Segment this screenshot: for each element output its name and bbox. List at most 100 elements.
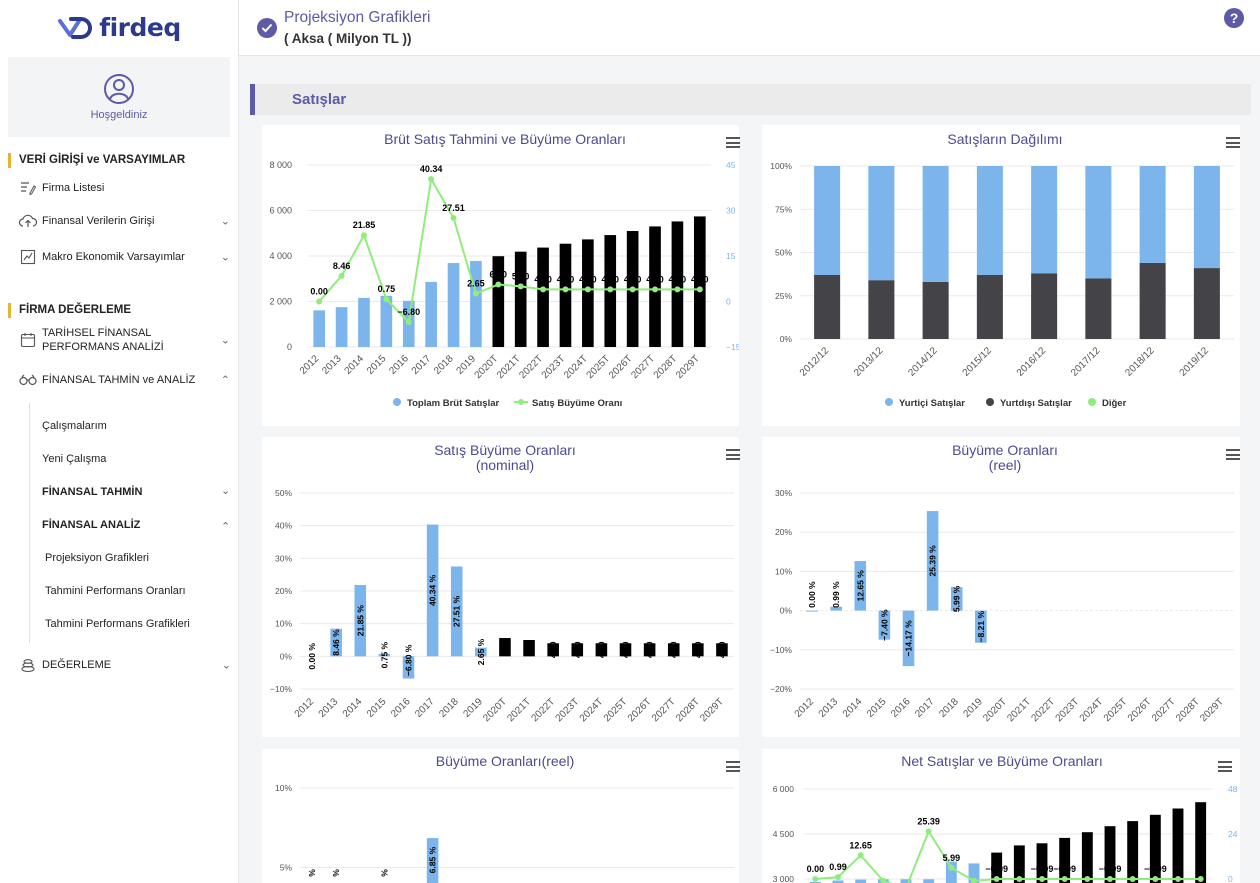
data-label: 0.00 [310, 287, 328, 297]
bar [1127, 821, 1139, 883]
brand-logo[interactable]: firdeq [0, 0, 238, 55]
bar [926, 511, 939, 611]
y2-tick-label: 0 [1228, 874, 1233, 883]
bar [571, 643, 584, 657]
bar [313, 310, 326, 347]
bar [619, 643, 632, 657]
data-label: −0.09 [1053, 864, 1076, 874]
bar [923, 879, 935, 883]
help-icon[interactable]: ? [1224, 8, 1244, 28]
chart-title: Büyüme Oranları(reel) [436, 753, 575, 769]
list-edit-icon [18, 181, 38, 195]
y2-tick-label: 30 [726, 206, 736, 216]
welcome-label: Hoşgeldiniz [90, 109, 148, 121]
x-tick-label: 2013 [317, 696, 341, 720]
y-tick-label: 6 000 [773, 784, 795, 794]
x-tick-label: 2021T [1005, 696, 1033, 724]
data-label: 21.85 % [355, 605, 365, 637]
data-label: −6.80 [397, 307, 420, 317]
data-label: 4.00 [624, 274, 642, 284]
chart-panel-satis-buyume-nominal: Satış Büyüme Oranları (nominal) −10% 0% 10% 2… [262, 437, 740, 737]
bar [968, 863, 980, 883]
y-tick-label: 40% [275, 521, 292, 531]
sidebar-item-label: FİNANSAL TAHMİN ve ANALİZ [42, 374, 196, 386]
data-label: 4.00 [596, 641, 606, 658]
bar [830, 606, 842, 611]
data-label: −0.09 [1144, 864, 1167, 874]
chart-menu-icon[interactable] [1226, 137, 1240, 148]
bar [950, 587, 963, 611]
data-label: 12.65 [849, 840, 872, 850]
line-point [584, 286, 591, 293]
x-tick-label: 2017 [410, 353, 434, 377]
x-tick-label: 2015 [865, 696, 889, 720]
submenu-finansal-tahmin[interactable]: FİNANSAL TAHMİN [42, 486, 143, 498]
data-label: 0.00 % [307, 643, 317, 670]
chart-title: Satış Büyüme Oranları [434, 442, 576, 458]
sidebar-item-finansal-tahmin-analiz[interactable]: FİNANSAL TAHMİN ve ANALİZ ⌃ [0, 360, 238, 400]
submenu-tahmini-performans-grafikleri[interactable]: Tahmini Performans Grafikleri [45, 618, 190, 630]
x-tick-label: 2014 [841, 696, 865, 720]
submenu-projeksiyon-grafikleri[interactable]: Projeksiyon Grafikleri [45, 552, 149, 564]
x-tick-label: 2016 [387, 353, 411, 377]
chart-menu-icon[interactable] [726, 761, 740, 772]
x-tick-label: 2022T [529, 696, 557, 724]
data-label: 4.00 [621, 641, 631, 658]
data-label: 5.61 [500, 639, 510, 656]
legend-marker [518, 399, 524, 405]
x-tick-label: 2012 [293, 696, 317, 720]
x-tick-label: 2027T [650, 696, 678, 724]
x-tick-label: 2014/12 [906, 345, 940, 379]
x-tick-label: 2017 [913, 696, 937, 720]
chart-menu-icon[interactable] [1218, 761, 1232, 772]
y-tick-label: 0 [287, 342, 292, 352]
chart-menu-icon[interactable] [1226, 449, 1240, 460]
line-point [450, 215, 457, 222]
submenu-calismalarim[interactable]: Çalışmalarım [42, 420, 107, 432]
chart-menu-icon[interactable] [726, 137, 740, 148]
line-point [338, 272, 345, 279]
x-tick-label: 2014 [343, 353, 367, 377]
welcome-panel[interactable]: Hoşgeldiniz [8, 57, 230, 137]
sidebar-item-label: Finansal Verilerin Girişi [42, 215, 155, 227]
x-tick-label: 2013/12 [852, 345, 886, 379]
sidebar-item-degerleme[interactable]: DEĞERLEME ⌄ [0, 650, 239, 680]
bar [330, 628, 342, 657]
bar [426, 838, 439, 883]
submenu-finansal-analiz[interactable]: FİNANSAL ANALİZ [42, 519, 141, 531]
data-label: 8.46 [333, 261, 351, 271]
binoculars-icon [18, 374, 38, 386]
x-tick-label: 2016 [389, 696, 413, 720]
x-tick-label: 2025T [1102, 696, 1130, 724]
sidebar-item-firma-listesi[interactable]: Firma Listesi [0, 173, 238, 203]
bar [1172, 808, 1184, 883]
y-tick-label: −10% [270, 684, 292, 694]
line-point [857, 852, 864, 859]
bar [499, 638, 511, 657]
y-tick-label: 0% [780, 606, 793, 616]
y-tick-label: 50% [275, 488, 292, 498]
x-tick-label: 2017/12 [1069, 345, 1103, 379]
data-label: 4.00 [693, 641, 703, 658]
page-subtitle: ( Aksa ( Milyon TL )) [284, 31, 412, 46]
bar [855, 879, 867, 883]
data-label: 21.85 [353, 220, 376, 230]
sidebar-item-finansal-verilerin-girisi[interactable]: Finansal Verilerin Girişi ⌄ [0, 203, 238, 239]
y-tick-label: 4 500 [773, 829, 795, 839]
line-point [629, 286, 636, 293]
sidebar-item-tarihsel-finansal[interactable]: TARİHSEL FİNANSAL PERFORMANS ANALİZİ ⌄ [0, 320, 238, 360]
submenu-tahmini-performans-oranlari[interactable]: Tahmini Performans Oranları [45, 585, 186, 597]
submenu-yeni-calisma[interactable]: Yeni Çalışma [42, 453, 107, 465]
y-tick-label: 2 000 [269, 297, 292, 307]
data-label: 27.51 % [452, 595, 462, 627]
bar [692, 643, 704, 657]
y2-tick-label: 15 [726, 251, 736, 261]
y2-tick-label: 24 [1228, 829, 1238, 839]
series-line [318, 176, 700, 325]
chart-menu-icon[interactable] [726, 449, 740, 460]
data-label: 4.00 [669, 641, 679, 658]
y-tick-label: 0% [280, 651, 293, 661]
bar [378, 653, 391, 657]
sidebar-item-makro-ekonomik[interactable]: Makro Ekonomik Varsayımlar ⌄ [0, 239, 238, 275]
x-tick-label: 2014 [341, 696, 365, 720]
